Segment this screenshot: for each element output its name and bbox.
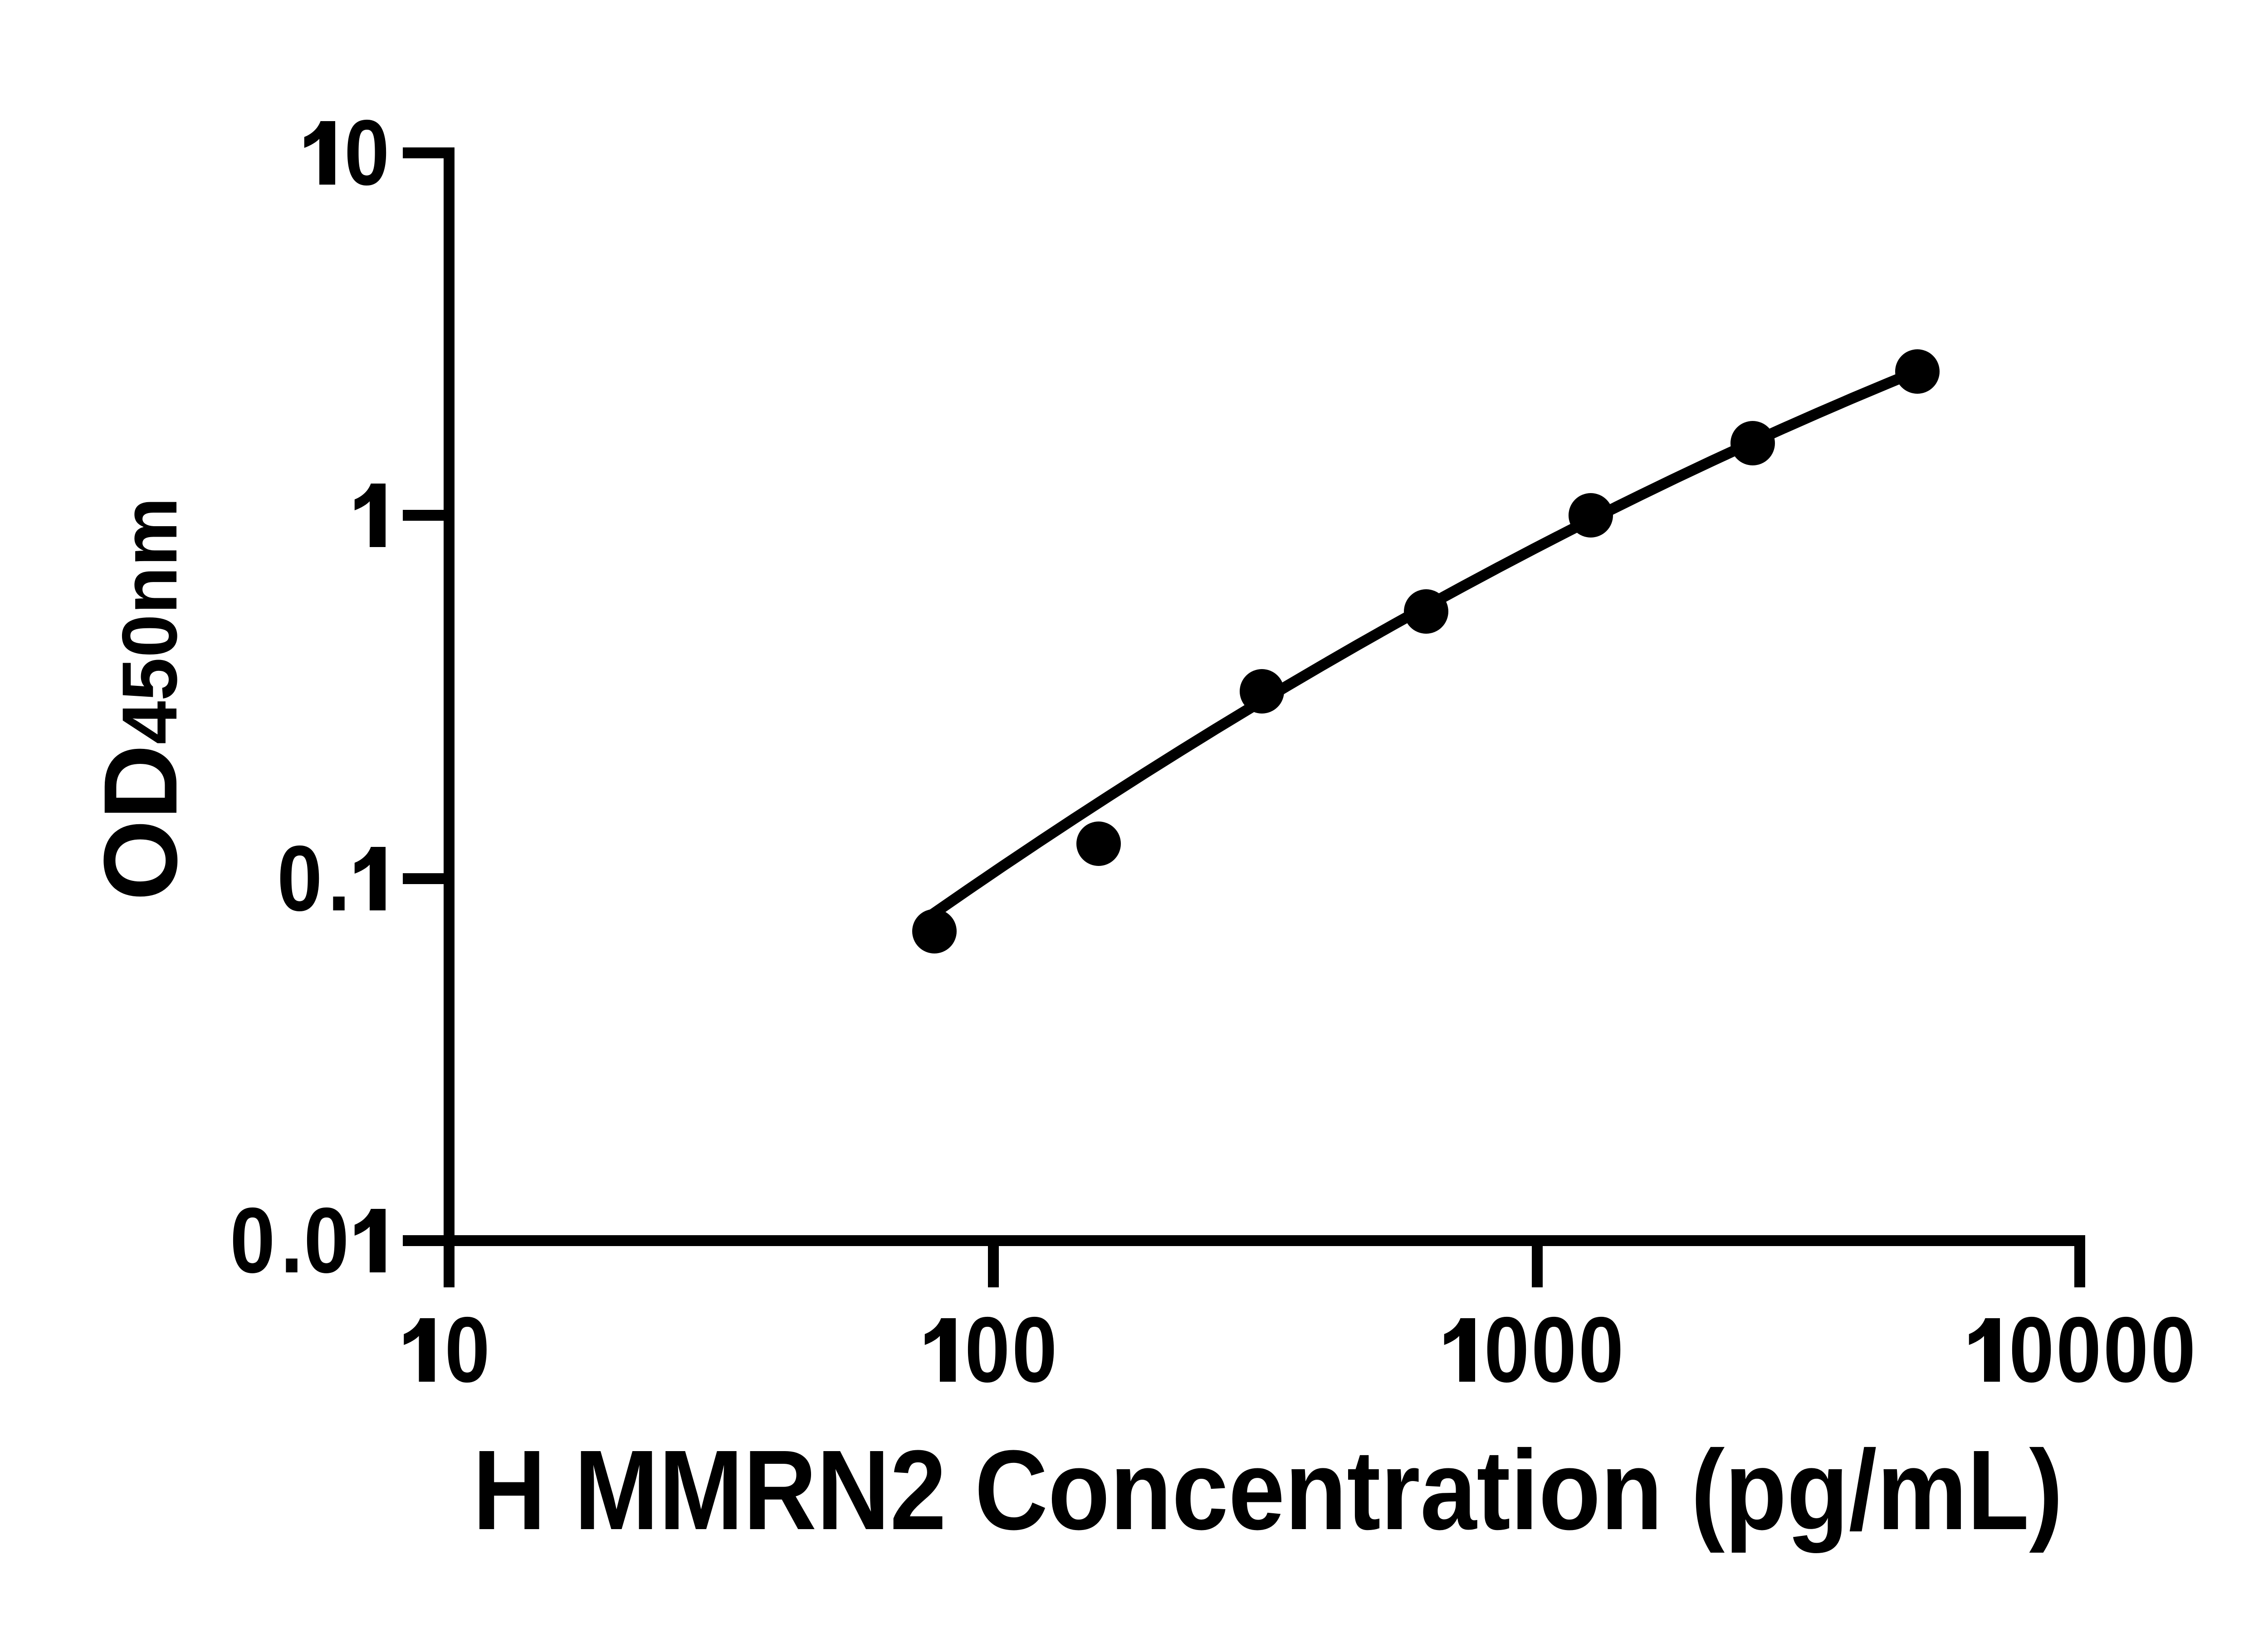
svg-text:0: 0 bbox=[1484, 1298, 1530, 1402]
svg-text:0: 0 bbox=[445, 1298, 490, 1402]
svg-text:0: 0 bbox=[2056, 1298, 2102, 1402]
svg-text:.: . bbox=[327, 826, 350, 930]
svg-text:0: 0 bbox=[1012, 1298, 1057, 1402]
svg-text:H MMRN2 Concentration (pg/mL): H MMRN2 Concentration (pg/mL) bbox=[473, 1427, 2063, 1553]
svg-text:0: 0 bbox=[344, 101, 390, 205]
svg-text:0: 0 bbox=[1531, 1298, 1577, 1402]
svg-text:0: 0 bbox=[2103, 1298, 2149, 1402]
svg-text:0: 0 bbox=[2009, 1298, 2054, 1402]
svg-text:0: 0 bbox=[277, 826, 323, 930]
svg-text:0: 0 bbox=[2151, 1298, 2196, 1402]
svg-text:OD450nm: OD450nm bbox=[82, 497, 199, 901]
svg-text:0: 0 bbox=[1579, 1298, 1624, 1402]
svg-text:0: 0 bbox=[304, 1188, 349, 1292]
svg-text:0: 0 bbox=[230, 1188, 275, 1292]
svg-text:0: 0 bbox=[965, 1298, 1010, 1402]
svg-text:.: . bbox=[280, 1188, 303, 1292]
